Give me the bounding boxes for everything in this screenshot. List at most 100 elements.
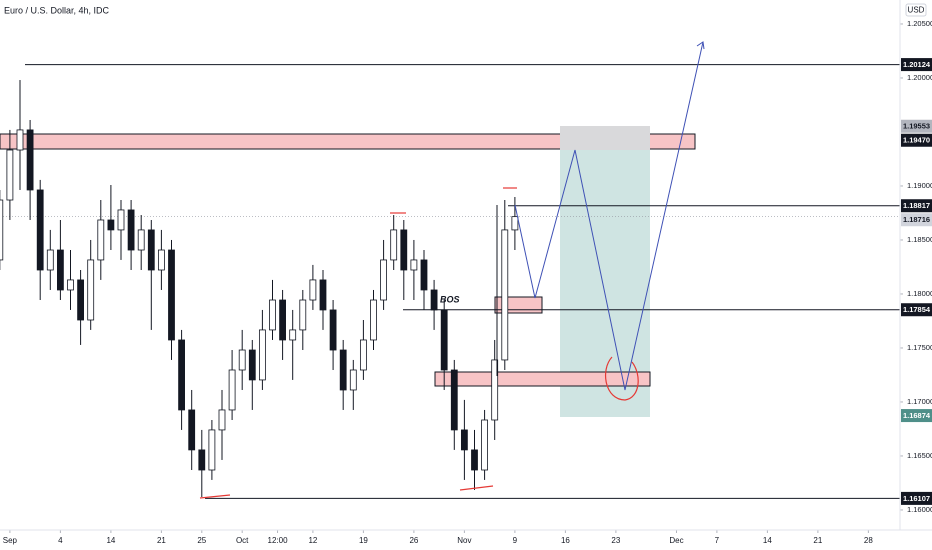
x-tick-label: Oct [236,536,249,545]
candle-body [77,279,84,321]
candle-body [208,429,216,471]
y-tick-label: 1.17500 [907,343,932,352]
candle-body [349,369,357,391]
chart-title: Euro / U.S. Dollar, 4h, IDC [4,5,110,15]
supply-zone [0,133,696,150]
candle-body [147,229,155,271]
candle-body [359,339,367,371]
x-tick-label: Sep [3,536,18,545]
x-tick-label: 16 [561,536,570,545]
candle-body [26,129,34,191]
candle-body [258,329,266,381]
price-marker-label: 1.17854 [903,305,931,314]
swing-mark [199,494,231,499]
candle-body [107,219,115,231]
x-tick-label: 21 [157,536,166,545]
candle-body [67,279,74,291]
price-marker-label: 1.19553 [903,122,930,131]
candle-body [137,229,145,251]
x-tick-label: 28 [864,536,873,545]
candle-body [380,259,387,301]
price-axis-bg [900,0,932,530]
candle-body [491,359,499,421]
candle-body [157,249,165,271]
price-marker [901,58,932,72]
candle-body [440,309,448,371]
drawings [0,126,696,417]
candle-body [248,349,256,381]
candle-body [117,209,125,231]
x-tick-label: 14 [106,536,115,545]
x-tick-label: 12 [308,536,317,545]
price-marker [901,199,932,213]
candle-body [471,449,478,471]
candle-body [289,329,297,341]
x-tick-label: 25 [197,536,206,545]
candle-body [309,279,317,301]
candle-body [168,249,175,341]
x-tick-label: 9 [513,536,518,545]
candle-body [178,339,185,411]
y-tick-label: 1.16000 [907,505,932,514]
y-tick-label: 1.17000 [907,397,932,406]
candle-body [56,249,64,291]
y-tick-label: 1.16500 [907,451,932,460]
candle-body [127,209,135,251]
candle-body [329,309,337,351]
candle-body [218,409,226,431]
candle-body [410,259,418,271]
currency: USD [908,6,925,15]
candle-body [430,289,438,311]
price-marker-label: 1.16107 [903,494,930,503]
y-tick-label: 1.20000 [907,73,932,82]
price-marker [901,213,932,227]
candle-body [6,149,14,201]
candle-body [420,259,428,291]
x-tick-label: Nov [457,536,471,545]
swing-mark [459,485,494,491]
price-marker [901,119,932,133]
candle-body [511,216,519,231]
candle-body [36,189,44,271]
stop-area [560,126,650,150]
price-marker-label: 1.20124 [903,60,931,69]
candle-body [370,299,377,341]
y-tick-label: 1.18500 [907,235,932,244]
candle-body [0,199,4,261]
y-tick-label: 1.18000 [907,289,932,298]
x-tick-label: 12:00 [268,536,289,545]
candle-body [400,229,408,271]
candle-body [319,279,327,311]
x-tick-label: 23 [611,536,620,545]
x-tick-label: 7 [715,536,720,545]
candle-body [501,229,509,361]
candle-body [87,259,95,321]
drawings: BOS [199,41,705,499]
projection-path [514,41,704,391]
demand-zone [434,371,651,387]
x-tick-label: 4 [58,536,63,545]
candle-body [279,299,286,341]
arrow-head [696,41,705,50]
price-marker-label: 1.19470 [903,136,930,145]
candle-body [481,419,488,471]
candle-body [299,299,307,331]
candle-body [97,219,105,261]
candle-body [460,429,468,451]
candle-body [198,449,206,471]
candle-body [339,349,347,391]
price-marker [901,409,932,423]
price-marker [901,303,932,317]
price-marker [901,491,932,505]
x-tick-label: 19 [359,536,368,545]
x-tick-label: 26 [409,536,418,545]
candles [0,80,519,497]
x-tick-label: 21 [813,536,822,545]
candle-body [269,299,276,331]
highlight-circle [604,356,639,401]
price-marker-label: 1.16874 [903,411,931,420]
price-marker-label: 1.18817 [903,201,930,210]
